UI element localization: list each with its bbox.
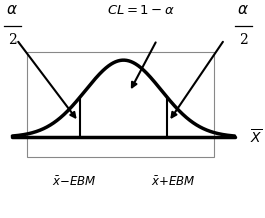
Text: $\alpha$: $\alpha$ xyxy=(237,3,249,17)
Text: $\alpha$: $\alpha$ xyxy=(6,3,18,17)
Text: $\bar{x}$$ - EBM$: $\bar{x}$$ - EBM$ xyxy=(52,176,96,189)
Text: $\bar{x}$$ + EBM$: $\bar{x}$$ + EBM$ xyxy=(151,176,195,189)
Text: $CL = 1 - \alpha$: $CL = 1 - \alpha$ xyxy=(107,4,175,17)
Text: 2: 2 xyxy=(8,33,17,47)
Text: $\overline{X}$: $\overline{X}$ xyxy=(250,128,263,146)
Text: 2: 2 xyxy=(239,33,248,47)
Bar xyxy=(27,52,214,157)
